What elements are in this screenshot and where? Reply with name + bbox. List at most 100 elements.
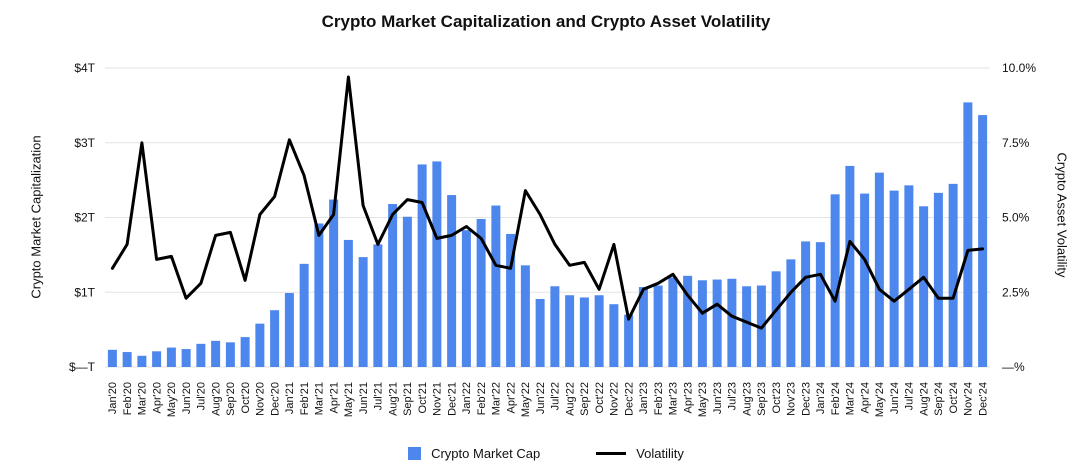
market-cap-bar — [638, 287, 648, 367]
x-axis-tick-label: Mar'24 — [845, 382, 857, 415]
market-cap-bar — [727, 278, 737, 367]
x-axis-tick-label: Apr'22 — [505, 382, 517, 413]
market-cap-bar — [196, 343, 206, 367]
market-cap-bar — [565, 295, 575, 367]
market-cap-bar — [889, 190, 899, 367]
market-cap-bar — [166, 347, 176, 367]
x-axis-tick-label: Jul'21 — [373, 382, 385, 410]
market-cap-bar — [299, 263, 309, 367]
x-axis-tick-label: Oct'24 — [948, 382, 960, 413]
x-axis-tick-label: Dec'21 — [446, 382, 458, 416]
x-axis-tick-label: Jan'22 — [461, 382, 473, 414]
x-axis-tick-label: Jul'23 — [727, 382, 739, 410]
right-axis-tick-label: 2.5% — [1002, 285, 1030, 299]
market-cap-bar — [447, 195, 457, 367]
market-cap-bar — [933, 192, 943, 367]
x-axis-tick-label: May'21 — [343, 382, 355, 417]
market-cap-bar — [919, 206, 929, 367]
market-cap-bar — [653, 285, 663, 367]
x-axis-tick-label: May'24 — [874, 382, 886, 417]
market-cap-bar — [343, 239, 353, 367]
right-axis-tick-label: 5.0% — [1002, 211, 1030, 225]
right-axis-tick-label: 7.5% — [1002, 136, 1030, 150]
x-axis-tick-label: Jun'24 — [889, 382, 901, 414]
x-axis-tick-label: Oct'20 — [240, 382, 252, 413]
x-axis-tick-label: Sep'23 — [756, 382, 768, 416]
x-axis-tick-label: Jul'20 — [196, 382, 208, 410]
x-axis-tick-label: Sep'24 — [933, 382, 945, 416]
x-axis-tick-label: Mar'21 — [314, 382, 326, 415]
x-axis-tick-label: Feb'23 — [653, 382, 665, 415]
x-axis-tick-label: Dec'23 — [800, 382, 812, 416]
x-axis-tick-label: Sep'21 — [402, 382, 414, 416]
x-axis-tick-label: Nov'20 — [255, 382, 267, 416]
x-axis-tick-label: Mar'22 — [491, 382, 503, 415]
x-axis-tick-label: Aug'20 — [210, 382, 222, 416]
market-cap-bar — [491, 205, 501, 367]
market-cap-bar — [697, 280, 707, 367]
x-axis-tick-label: Aug'22 — [564, 382, 576, 416]
market-cap-bar — [668, 277, 678, 367]
market-cap-bar — [402, 216, 412, 367]
market-cap-bar — [860, 193, 870, 367]
market-cap-bar — [874, 172, 884, 367]
market-cap-bar — [225, 342, 235, 367]
x-axis-tick-label: Oct'21 — [417, 382, 429, 413]
market-cap-bar — [417, 164, 427, 367]
x-axis-tick-label: Nov'24 — [963, 382, 975, 416]
market-cap-bar — [181, 349, 191, 367]
x-axis-tick-label: Jan'20 — [107, 382, 119, 414]
market-cap-bar — [107, 349, 117, 367]
market-cap-bar — [329, 199, 339, 367]
x-axis-tick-label: Apr'20 — [151, 382, 163, 413]
legend-label-market-cap: Crypto Market Cap — [431, 446, 541, 461]
x-axis-tick-label: Jul'24 — [904, 382, 916, 410]
x-axis-tick-label: Mar'23 — [668, 382, 680, 415]
x-axis-tick-label: Aug'23 — [741, 382, 753, 416]
market-cap-bar — [461, 230, 471, 367]
market-cap-bar — [270, 310, 280, 367]
x-axis-tick-label: May'23 — [697, 382, 709, 417]
market-cap-bar — [801, 241, 811, 367]
x-axis-tick-label: Dec'22 — [623, 382, 635, 416]
market-cap-bar — [712, 279, 722, 367]
x-axis-tick-label: Jun'22 — [535, 382, 547, 414]
left-axis-tick-label: $3T — [74, 136, 95, 150]
market-cap-bar — [609, 304, 619, 367]
left-axis-tick-label: $4T — [74, 61, 95, 75]
market-cap-bar — [122, 352, 132, 367]
market-cap-bar — [358, 257, 368, 367]
market-cap-bar — [830, 194, 840, 367]
market-cap-bar — [624, 314, 634, 367]
x-axis-tick-label: Feb'21 — [299, 382, 311, 415]
market-cap-bar — [520, 265, 530, 367]
market-cap-bar — [683, 275, 693, 367]
market-cap-bar — [314, 223, 324, 367]
x-axis-tick-label: Feb'24 — [830, 382, 842, 415]
market-cap-bar — [284, 292, 294, 367]
x-axis-tick-label: Nov'23 — [786, 382, 798, 416]
x-axis-tick-label: Nov'21 — [432, 382, 444, 416]
x-axis-tick-label: Jan'23 — [638, 382, 650, 414]
legend-item-market-cap: Crypto Market Cap — [408, 446, 540, 461]
market-cap-bar — [579, 297, 589, 367]
market-cap-bar — [904, 185, 914, 367]
x-axis-tick-label: Jul'22 — [550, 382, 562, 410]
market-cap-bar — [845, 165, 855, 367]
market-cap-bar — [948, 183, 958, 367]
market-cap-bar — [255, 323, 265, 367]
left-axis-tick-label: $—T — [69, 360, 96, 374]
market-cap-bar — [963, 102, 973, 367]
x-axis-tick-label: May'22 — [520, 382, 532, 417]
market-cap-bar — [594, 295, 604, 367]
x-axis-tick-label: Jun'20 — [181, 382, 193, 414]
x-axis-tick-label: Aug'24 — [918, 382, 930, 416]
x-axis-tick-label: Apr'23 — [682, 382, 694, 413]
x-axis-tick-label: Mar'20 — [137, 382, 149, 415]
right-axis-tick-label: 10.0% — [1002, 61, 1036, 75]
market-cap-bar — [211, 340, 221, 367]
market-cap-bar — [152, 351, 162, 367]
x-axis-tick-label: Jan'21 — [284, 382, 296, 414]
